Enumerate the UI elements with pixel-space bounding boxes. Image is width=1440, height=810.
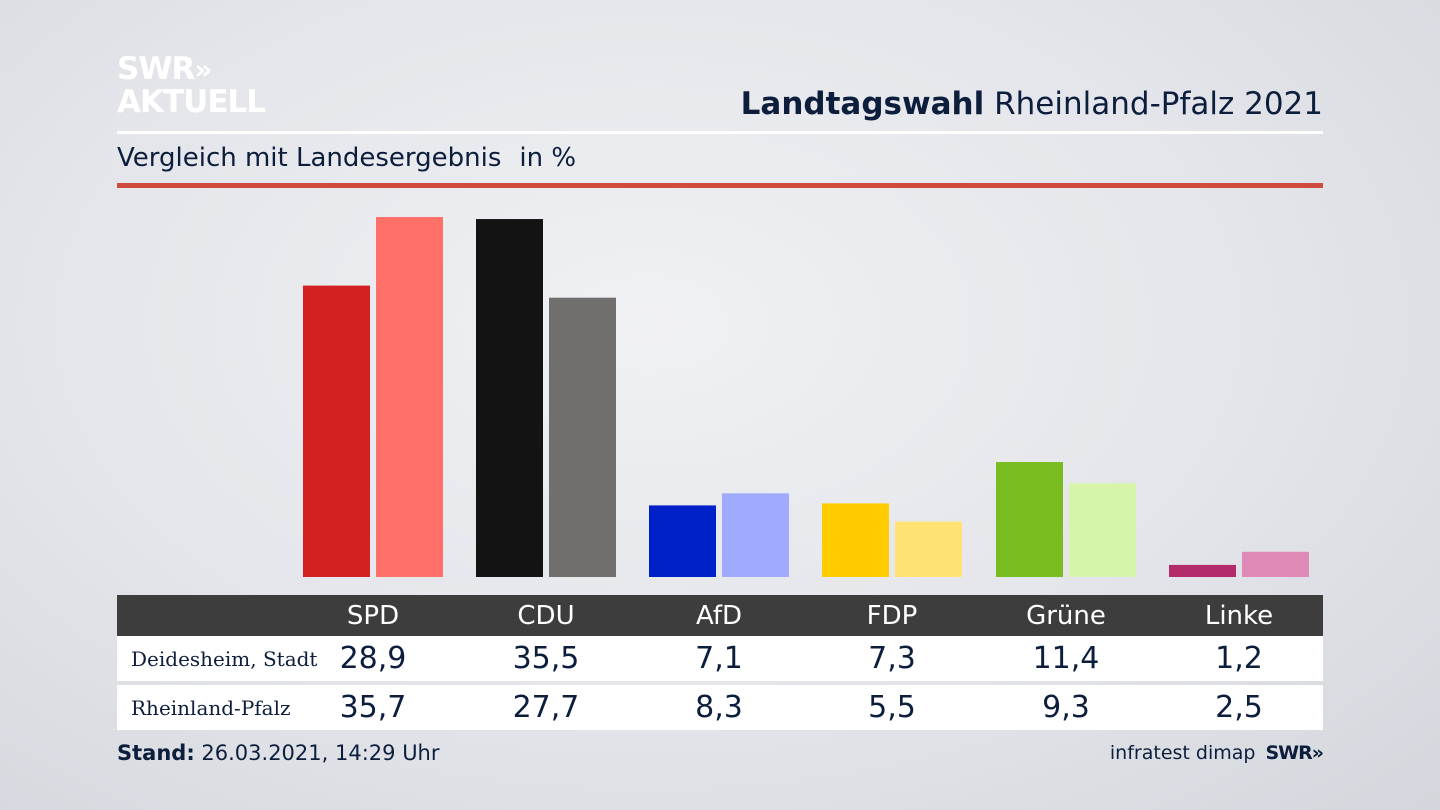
bar-cdu-local (476, 219, 543, 577)
value-label: 7,3 (868, 641, 916, 676)
stand-value: 26.03.2021, 14:29 Uhr (201, 741, 440, 765)
source-credit: infratest dimap SWR» (1109, 742, 1324, 764)
column-header: Linke (1204, 600, 1274, 631)
value-label: 35,7 (339, 690, 407, 725)
logo-swr: SWR» (117, 51, 213, 87)
column-header: AfD (695, 600, 743, 631)
row-label-local: Deidesheim, Stadt (131, 646, 318, 671)
logo-aktuell: AKTUELL (117, 84, 266, 120)
stand-label: Stand: (117, 741, 195, 765)
results-table: SPD CDU AfD FDP Grüne Linke Deidesheim, Stadt… (117, 595, 1323, 730)
column-header: SPD (346, 600, 400, 631)
value-label: 11,4 (1032, 641, 1100, 676)
bar-afd-local (649, 505, 716, 577)
accent-divider (117, 183, 1323, 188)
bar-spd-state (376, 217, 443, 577)
value-label: 8,3 (695, 690, 743, 725)
subtitle: Vergleich mit Landesergebnis in % (117, 143, 576, 173)
swr-brand-logo: SWR» (1265, 742, 1324, 764)
title-rest: Rheinland-Pfalz 2021 (994, 86, 1323, 122)
value-label: 28,9 (339, 641, 407, 676)
bar-linke-state (1242, 551, 1309, 577)
source-text: infratest dimap (1109, 742, 1256, 764)
bar-fdp-state (895, 521, 962, 577)
timestamp: Stand: 26.03.2021, 14:29 Uhr (117, 741, 440, 765)
subtitle-text: Vergleich mit Landesergebnis (117, 143, 502, 173)
table-row: Rheinland-Pfalz 35,7 27,7 8,3 5,5 9,3 2,5 (117, 685, 1323, 730)
table-header: SPD CDU AfD FDP Grüne Linke (117, 595, 1323, 636)
title-divider (117, 131, 1323, 134)
row-label-state: Rheinland-Pfalz (131, 695, 291, 720)
page-title: Landtagswahl Rheinland-Pfalz 2021 (741, 86, 1323, 122)
unit-label: in % (519, 143, 577, 173)
column-header: CDU (517, 600, 575, 631)
value-label: 7,1 (695, 641, 743, 676)
bar-grne-local (996, 462, 1063, 577)
value-label: 35,5 (512, 641, 580, 676)
bar-chart (303, 217, 1309, 577)
column-header: Grüne (1026, 600, 1106, 631)
value-label: 5,5 (868, 690, 916, 725)
swr-aktuell-logo: SWR» AKTUELL (117, 51, 266, 120)
value-label: 27,7 (512, 690, 580, 725)
bar-cdu-state (549, 297, 616, 577)
bar-linke-local (1169, 564, 1236, 577)
bar-afd-state (722, 493, 789, 577)
value-label: 9,3 (1042, 690, 1090, 725)
title-bold: Landtagswahl (740, 86, 985, 122)
bar-fdp-local (822, 503, 889, 577)
bar-spd-local (303, 285, 370, 577)
column-header: FDP (866, 600, 918, 631)
value-label: 2,5 (1215, 690, 1263, 725)
bar-grne-state (1069, 483, 1136, 577)
value-label: 1,2 (1215, 641, 1263, 676)
table-row: Deidesheim, Stadt 28,9 35,5 7,1 7,3 11,4 1,2 (117, 636, 1323, 681)
